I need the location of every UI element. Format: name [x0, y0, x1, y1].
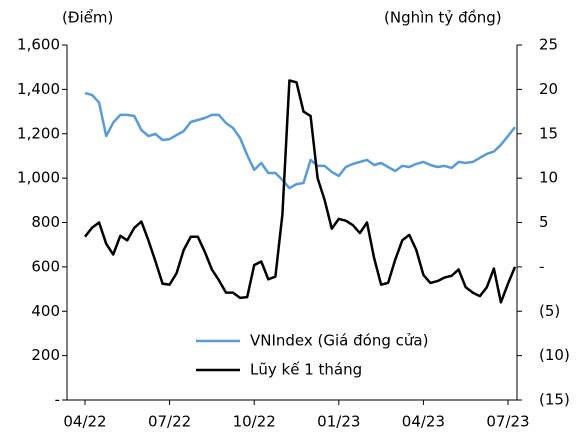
y2-tick-label: 15	[539, 124, 558, 142]
y-tick-label: 1,200	[17, 124, 60, 142]
x-tick-label: 10/22	[233, 413, 276, 431]
y2-tick-label: 20	[539, 80, 558, 98]
y-tick-label: 800	[31, 213, 60, 231]
y2-tick-label: 5	[539, 213, 549, 231]
x-tick-label: 04/22	[63, 413, 106, 431]
series-line	[84, 79, 517, 304]
series-line	[84, 91, 516, 190]
x-tick-label: 07/23	[486, 413, 529, 431]
y2-tick-label: (15)	[539, 391, 570, 409]
y2-tick-label: (5)	[539, 302, 560, 320]
y-tick-label: 600	[31, 257, 60, 275]
y2-tick-label: (10)	[539, 346, 570, 364]
y-tick-label: 200	[31, 346, 60, 364]
y-tick-label: -	[55, 391, 60, 409]
y-tick-label: 1,600	[17, 36, 60, 54]
x-tick-label: 04/23	[402, 413, 445, 431]
y-axis-label: (Điểm)	[62, 9, 113, 27]
y-tick-label: 1,000	[17, 169, 60, 187]
y2-tick-label: 25	[539, 36, 558, 54]
legend-label: VNIndex (Giá đóng cửa)	[250, 332, 428, 350]
legend-label: Lũy kế 1 tháng	[250, 361, 362, 379]
y2-tick-label: 10	[539, 169, 558, 187]
x-tick-label: 01/23	[317, 413, 360, 431]
y-tick-label: 1,400	[17, 80, 60, 98]
y2-axis-label: (Nghìn tỷ đồng)	[384, 9, 502, 27]
y-tick-label: 400	[31, 302, 60, 320]
x-tick-label: 07/22	[148, 413, 191, 431]
y2-tick-label: -	[539, 257, 544, 275]
